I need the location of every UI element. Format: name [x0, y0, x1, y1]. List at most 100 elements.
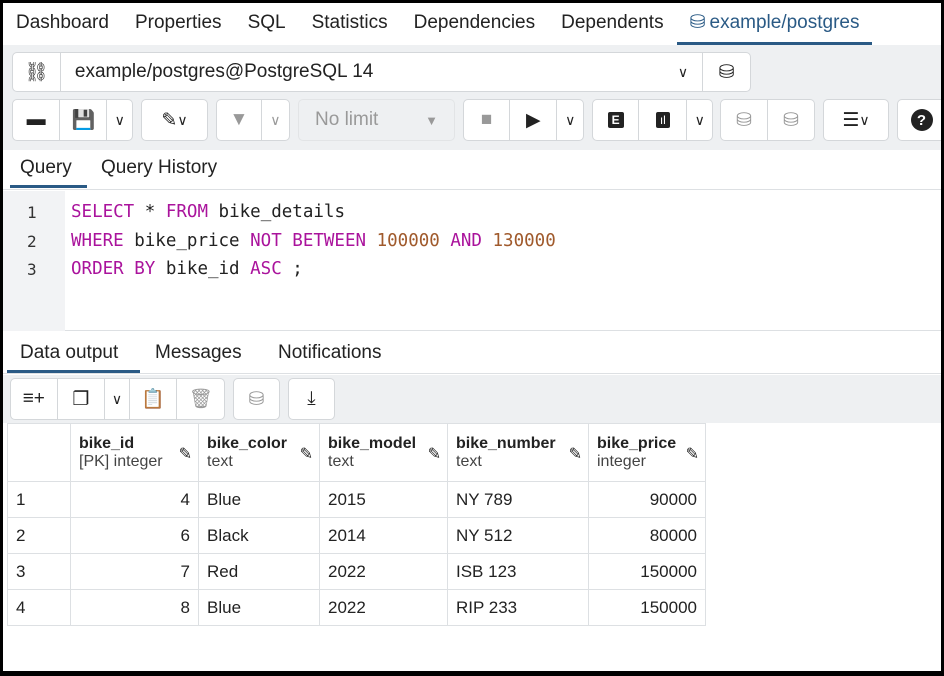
row-number[interactable]: 4 [7, 589, 71, 626]
add-row-icon[interactable]: ≡+ [11, 379, 58, 419]
download-icon[interactable]: ⤓ [307, 388, 316, 409]
tab-notifications[interactable]: Notifications [278, 342, 382, 363]
table-row[interactable]: 3 7 Red 2022 ISB 123 150000 [7, 553, 706, 590]
limit-select[interactable]: No limit ▼ [298, 99, 455, 141]
connection-selector[interactable]: ⛓ example/postgres@PostgreSQL 14 ∨ ⛁ [12, 52, 751, 92]
column-name: bike_color [207, 434, 288, 452]
table-cell[interactable]: 6 [70, 517, 199, 554]
tab-dependents[interactable]: Dependents [548, 3, 676, 45]
tab-messages[interactable]: Messages [155, 342, 242, 363]
edit-pen-icon[interactable]: ✎ [685, 446, 699, 463]
table-cell[interactable]: 7 [70, 553, 199, 590]
tab-sql[interactable]: SQL [235, 3, 299, 45]
table-cell[interactable]: 8 [70, 589, 199, 626]
table-cell[interactable]: Blue [198, 481, 320, 518]
table-cell[interactable]: Red [198, 553, 320, 590]
tab-query-history[interactable]: Query History [101, 157, 218, 178]
transaction-group: ⛁ ⛁ [720, 99, 815, 141]
table-cell[interactable]: 2022 [319, 553, 448, 590]
connection-dropdown[interactable]: example/postgres@PostgreSQL 14 ∨ [61, 53, 704, 91]
filter-icon[interactable]: ▼ [217, 100, 262, 140]
edit-group: ✎ ∨ [141, 99, 208, 141]
edit-pen-icon[interactable]: ✎ [299, 446, 313, 463]
tab-label: Properties [134, 12, 222, 33]
macros-list-icon[interactable]: ☰ ∨ [842, 109, 870, 131]
table-cell[interactable]: Blue [198, 589, 320, 626]
edit-pen-icon[interactable]: ✎ [568, 446, 582, 463]
column-header-bike_id[interactable]: bike_id [PK] integer ✎ [70, 423, 199, 482]
column-name: bike_price [597, 434, 677, 452]
explain-icon[interactable]: E [593, 100, 640, 140]
edit-pen-icon[interactable]: ✎ ∨ [161, 109, 188, 131]
help-icon[interactable]: ? [898, 100, 941, 140]
execute-chevron-icon[interactable]: ∨ [565, 111, 576, 128]
column-header-bike_number[interactable]: bike_number text ✎ [447, 423, 589, 482]
tab-query[interactable]: Query [10, 150, 87, 188]
table-cell[interactable]: 4 [70, 481, 199, 518]
table-cell[interactable]: NY 512 [447, 517, 589, 554]
line-number: 3 [27, 260, 37, 279]
save-icon[interactable]: 💾 [60, 100, 108, 140]
paste-icon[interactable]: 📋 [130, 379, 178, 419]
sql-editor[interactable]: 1 SELECT * FROM bike_details 2 WHERE bike_p… [3, 191, 941, 331]
table-cell[interactable]: 2015 [319, 481, 448, 518]
table-cell[interactable]: NY 789 [447, 481, 589, 518]
table-cell[interactable]: 80000 [588, 517, 706, 554]
database-icon: ⛁ [689, 12, 706, 33]
table-row[interactable]: 4 8 Blue 2022 RIP 233 150000 [7, 589, 706, 626]
database-icon[interactable]: ⛁ [718, 61, 735, 83]
open-file-icon[interactable]: ▬ [13, 100, 61, 140]
sql-text: ; [292, 259, 303, 279]
table-cell[interactable]: ISB 123 [447, 553, 589, 590]
tab-example-postgres[interactable]: ⛁ example/postgres [676, 3, 873, 45]
row-number[interactable]: 2 [7, 517, 71, 554]
save-chevron-icon[interactable]: ∨ [114, 111, 125, 128]
column-header-bike_model[interactable]: bike_model text ✎ [319, 423, 448, 482]
copy-chevron-icon[interactable]: ∨ [105, 379, 130, 419]
filter-chevron-icon[interactable]: ∨ [270, 111, 281, 128]
file-group: ▬ 💾 ∨ [12, 99, 133, 141]
sql-keyword: SELECT [71, 202, 135, 222]
tab-dependencies[interactable]: Dependencies [401, 3, 548, 45]
sql-keyword: AND [450, 230, 482, 251]
tab-properties[interactable]: Properties [122, 3, 235, 45]
explain-analyze-icon[interactable]: ıl [639, 100, 688, 140]
save-data-icon[interactable]: ⛁ [248, 388, 265, 410]
tab-statistics[interactable]: Statistics [299, 3, 401, 45]
table-row[interactable]: 1 4 Blue 2015 NY 789 90000 [7, 481, 706, 518]
code-line: WHERE bike_price NOT BETWEEN 100000 AND … [71, 231, 566, 251]
copy-icon[interactable]: ❐ [58, 379, 106, 419]
table-cell[interactable]: 150000 [588, 589, 706, 626]
disconnect-icon[interactable]: ⛓ [13, 53, 61, 91]
table-cell[interactable]: Black [198, 517, 320, 554]
play-icon[interactable]: ▶ [510, 100, 558, 140]
save-data-group: ⛁ [233, 378, 280, 420]
column-header-bike_color[interactable]: bike_color text ✎ [198, 423, 320, 482]
column-type: integer [597, 452, 646, 470]
explain-chevron-icon[interactable]: ∨ [694, 111, 705, 128]
help-group: ? [897, 99, 941, 141]
delete-icon[interactable]: 🗑 [188, 389, 213, 410]
rollback-icon[interactable]: ⛁ [783, 109, 799, 131]
table-cell[interactable]: RIP 233 [447, 589, 589, 626]
table-cell[interactable]: 90000 [588, 481, 706, 518]
commit-icon[interactable]: ⛁ [721, 100, 768, 140]
edit-pen-icon[interactable]: ✎ [427, 446, 441, 463]
row-number[interactable]: 3 [7, 553, 71, 590]
table-cell[interactable]: 2022 [319, 589, 448, 626]
tab-label: SQL [247, 12, 286, 33]
caret-down-icon: ▼ [425, 112, 438, 128]
row-number[interactable]: 1 [7, 481, 71, 518]
table-row[interactable]: 2 6 Black 2014 NY 512 80000 [7, 517, 706, 554]
stop-icon[interactable]: ■ [464, 100, 511, 140]
column-type: text [207, 452, 233, 470]
column-header-bike_price[interactable]: bike_price integer ✎ [588, 423, 706, 482]
table-cell[interactable]: 150000 [588, 553, 706, 590]
edit-pen-icon[interactable]: ✎ [178, 446, 192, 463]
sql-text: * [144, 202, 166, 222]
tab-dashboard[interactable]: Dashboard [3, 3, 122, 45]
line-number: 1 [27, 203, 37, 222]
table-cell[interactable]: 2014 [319, 517, 448, 554]
tab-data-output[interactable]: Data output [7, 335, 140, 373]
column-name: bike_id [79, 434, 135, 452]
